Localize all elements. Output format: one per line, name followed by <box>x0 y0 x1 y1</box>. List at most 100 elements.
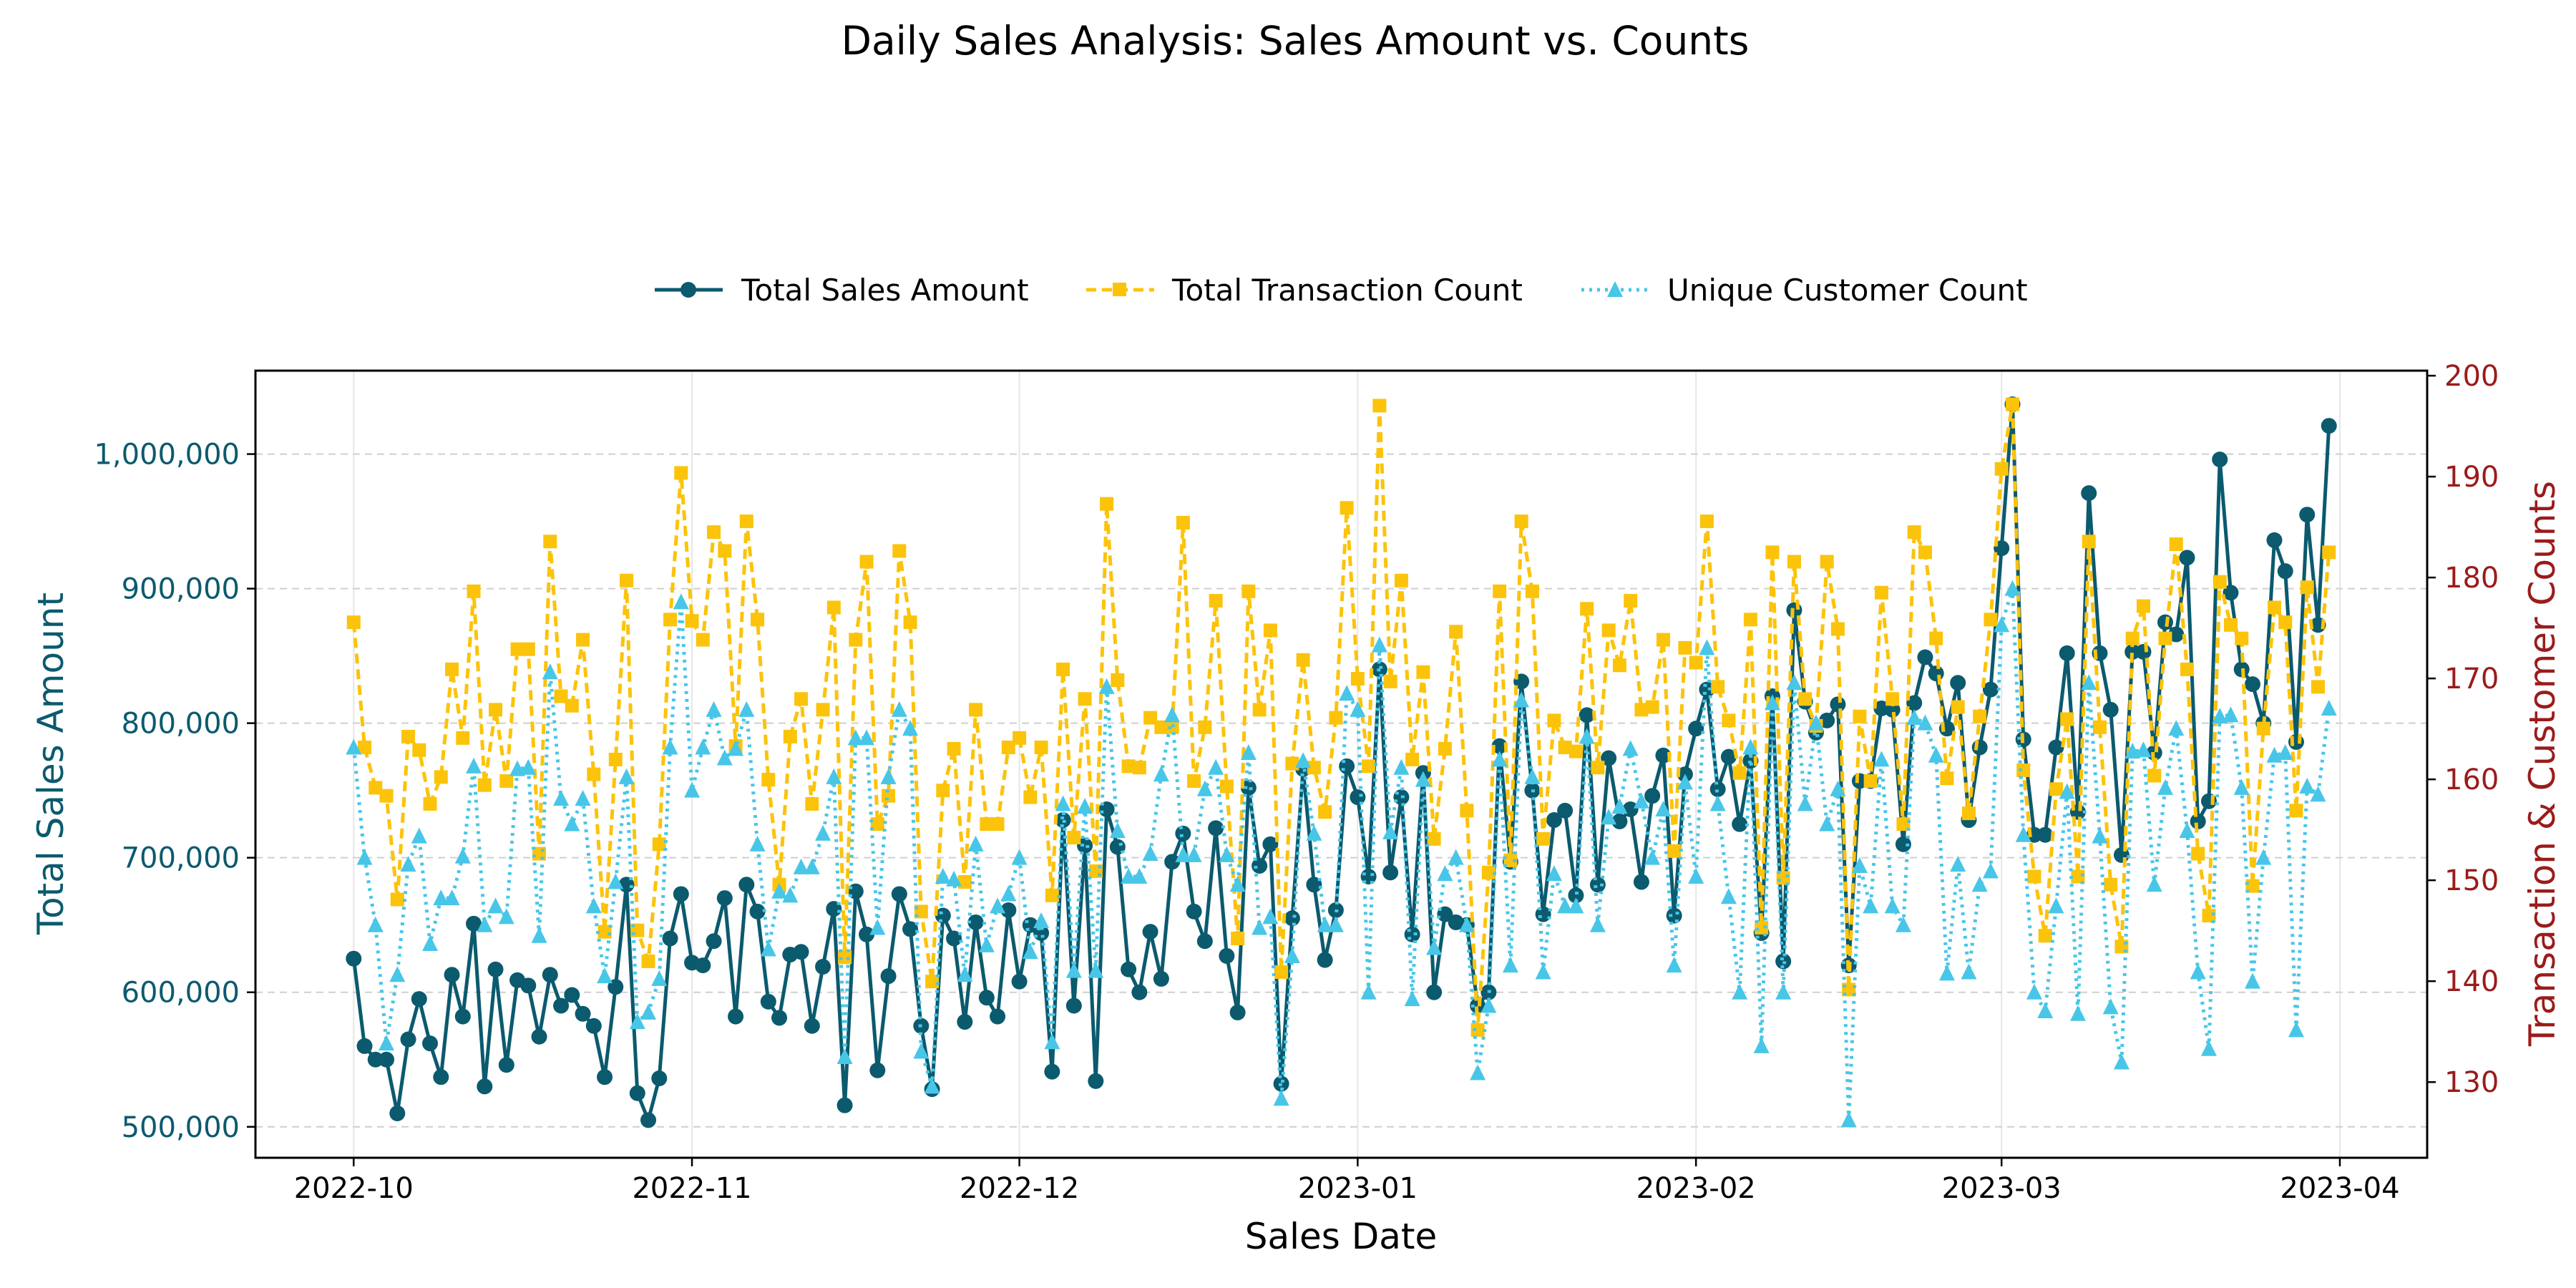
data-point-transactions <box>2245 879 2260 893</box>
data-point-transactions <box>1787 555 1801 569</box>
data-point-transactions <box>1143 711 1158 725</box>
data-point-transactions <box>1634 703 1649 717</box>
data-point-transactions <box>1187 774 1201 789</box>
legend-item-sales[interactable]: Total Sales Amount <box>655 273 1029 308</box>
data-point-customers <box>608 873 624 889</box>
y-right-tick-label: 200 <box>2444 360 2499 393</box>
data-point-customers <box>2059 783 2075 799</box>
data-point-transactions <box>925 975 940 989</box>
data-point-customers <box>1982 862 1999 879</box>
data-point-customers <box>1863 897 1879 914</box>
data-point-customers <box>771 882 788 899</box>
data-point-customers <box>1775 983 1792 1000</box>
data-point-customers <box>1153 766 1169 782</box>
data-point-customers <box>1513 691 1530 708</box>
data-point-sales <box>2190 813 2206 829</box>
data-point-customers <box>1164 706 1181 723</box>
data-point-sales <box>585 1018 602 1034</box>
data-point-sales <box>454 1008 471 1025</box>
data-point-customers <box>957 966 973 982</box>
data-point-customers <box>2288 1021 2304 1038</box>
data-point-customers <box>2048 897 2064 914</box>
legend-item-transactions[interactable]: Total Transaction Count <box>1086 273 1523 308</box>
data-point-customers <box>1961 963 1977 980</box>
data-point-customers <box>1044 1033 1060 1050</box>
data-point-transactions <box>2235 631 2249 645</box>
data-point-transactions <box>565 698 579 713</box>
data-point-sales <box>804 1018 820 1034</box>
data-point-customers <box>1786 674 1802 691</box>
data-point-transactions <box>641 954 655 968</box>
data-point-customers <box>1142 845 1158 862</box>
data-point-sales <box>771 1010 788 1026</box>
data-point-transactions <box>401 729 416 743</box>
data-point-transactions <box>456 731 470 745</box>
data-point-transactions <box>903 615 917 630</box>
y-left-tick-label: 800,000 <box>122 708 240 741</box>
data-point-transactions <box>2212 575 2227 589</box>
data-point-sales <box>836 1097 853 1113</box>
data-point-transactions <box>1612 658 1626 673</box>
data-point-sales <box>706 933 722 950</box>
data-point-sales <box>1000 902 1017 919</box>
data-point-sales <box>1950 675 1966 691</box>
data-point-transactions <box>1362 759 1376 774</box>
x-axis-label: Sales Date <box>1245 1216 1437 1257</box>
data-point-transactions <box>1154 720 1169 734</box>
data-point-sales <box>1611 813 1628 829</box>
data-point-transactions <box>1001 740 1015 754</box>
data-point-transactions <box>957 875 972 889</box>
data-point-customers <box>1699 639 1715 655</box>
data-point-sales <box>2179 550 2195 566</box>
data-point-customers <box>1938 965 1955 981</box>
data-point-customers <box>1589 916 1606 932</box>
data-point-customers <box>564 815 580 831</box>
data-point-sales <box>2081 485 2097 502</box>
data-point-sales <box>1884 701 1901 718</box>
data-point-customers <box>728 740 744 756</box>
data-point-customers <box>1688 868 1704 884</box>
data-point-sales <box>1153 970 1169 987</box>
data-point-transactions <box>1722 713 1736 728</box>
data-point-sales <box>433 1069 449 1085</box>
data-point-customers <box>716 749 733 766</box>
data-point-transactions <box>1340 501 1354 515</box>
data-point-customers <box>1655 800 1672 816</box>
data-point-transactions <box>2136 599 2150 613</box>
series-markers-sales <box>346 396 2337 1128</box>
data-point-customers <box>2015 826 2031 842</box>
data-point-sales <box>1339 758 1355 774</box>
data-point-transactions <box>1678 640 1692 655</box>
data-point-customers <box>1371 636 1387 653</box>
y-right-tick-label: 150 <box>2444 864 2499 897</box>
data-point-transactions <box>2147 769 2162 783</box>
data-point-sales <box>1666 907 1682 924</box>
data-point-transactions <box>805 796 819 811</box>
data-point-transactions <box>1984 613 1998 627</box>
data-point-transactions <box>1907 525 1921 540</box>
data-point-customers <box>924 1078 940 1094</box>
legend-item-customers[interactable]: Unique Customer Count <box>1581 273 2028 308</box>
data-point-sales <box>859 926 875 942</box>
data-point-sales <box>1601 750 1617 766</box>
data-point-customers <box>1491 751 1508 767</box>
data-point-sales <box>869 1062 886 1078</box>
data-point-transactions <box>2104 877 2118 892</box>
data-point-customers <box>367 916 384 932</box>
data-point-customers <box>2233 779 2250 795</box>
y-axis-label-right: Transaction & Customer Counts <box>2522 481 2563 1047</box>
data-point-transactions <box>1536 831 1551 846</box>
data-point-customers <box>1480 997 1497 1013</box>
data-point-transactions <box>1416 665 1430 679</box>
data-point-customers <box>1121 868 1137 884</box>
data-point-customers <box>1764 694 1780 711</box>
data-point-transactions <box>346 615 361 630</box>
data-point-customers <box>760 940 776 957</box>
data-point-transactions <box>1100 497 1114 511</box>
data-point-sales <box>760 993 776 1010</box>
data-point-sales <box>2124 643 2141 660</box>
data-point-transactions <box>1209 594 1223 608</box>
data-point-customers <box>782 887 799 903</box>
data-point-customers <box>1611 798 1628 814</box>
data-point-sales <box>1208 820 1224 836</box>
